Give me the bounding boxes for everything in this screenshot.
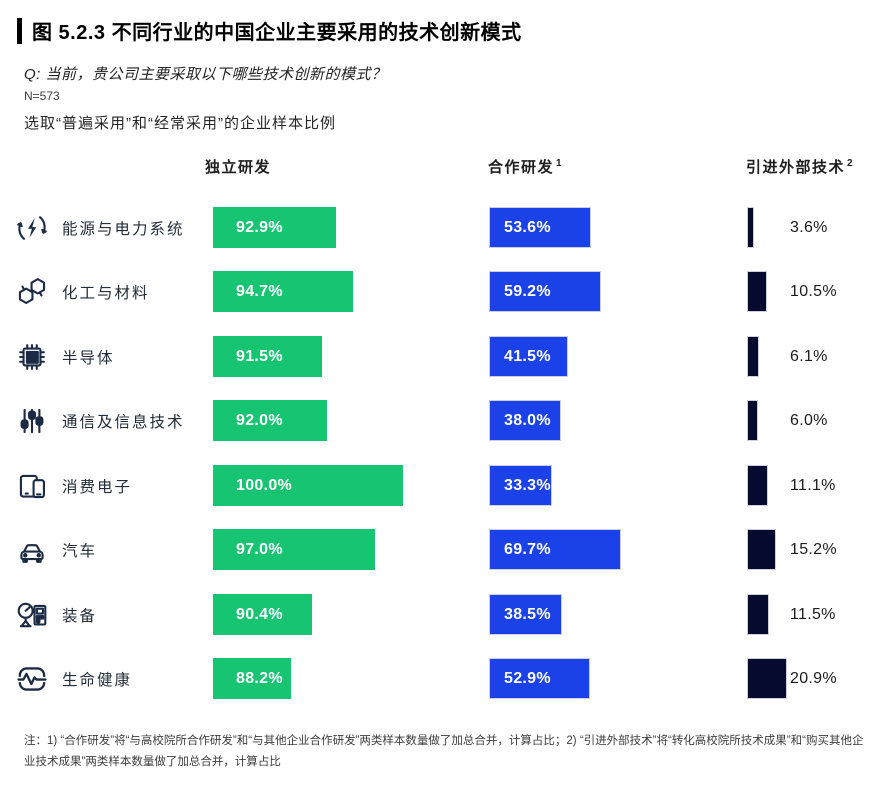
independent-rd-value: 92.9% <box>236 218 283 236</box>
external-tech-value: 11.1% <box>790 476 836 494</box>
chart-subtitle: 选取“普遍采用”和“经常采用”的企业样本比例 <box>24 115 336 132</box>
cooperative-rd-bar: 41.5% <box>489 336 568 377</box>
independent-rd-value: 90.4% <box>236 605 283 623</box>
category-label: 化工与材料 <box>62 284 150 302</box>
category-label: 消费电子 <box>62 478 133 496</box>
cooperative-rd-bar: 69.7% <box>489 529 621 570</box>
cooperative-rd-value: 59.2% <box>504 282 551 300</box>
external-tech-value: 6.0% <box>790 411 828 429</box>
cooperative-rd-value: 38.0% <box>504 411 551 429</box>
column-header-independent-rd: 独立研发 <box>205 156 273 177</box>
column-header-cooperative-rd: 合作研发 1 <box>488 156 562 177</box>
independent-rd-bar: 91.5% <box>213 336 322 377</box>
cooperative-rd-bar: 52.9% <box>489 658 590 699</box>
footnote-ref: 1 <box>556 158 562 169</box>
column-header-label: 独立研发 <box>205 159 272 176</box>
external-tech-bar <box>747 529 776 570</box>
external-tech-bar <box>747 207 754 248</box>
category-label: 通信及信息技术 <box>62 413 185 431</box>
cooperative-rd-value: 38.5% <box>504 605 551 623</box>
energy-cycle-bolt-icon <box>13 209 51 247</box>
semiconductor-chip-icon <box>13 338 51 376</box>
column-header-label: 引进外部技术 <box>746 159 846 176</box>
independent-rd-bar: 94.7% <box>213 271 353 312</box>
tablet-phone-icon <box>13 467 51 505</box>
independent-rd-bar: 100.0% <box>213 465 403 506</box>
category-label: 汽车 <box>62 542 98 560</box>
independent-rd-bar: 90.4% <box>213 594 312 635</box>
category-label: 装备 <box>62 607 98 625</box>
independent-rd-bar: 97.0% <box>213 529 375 570</box>
category-label: 能源与电力系统 <box>62 220 185 238</box>
independent-rd-bar: 92.0% <box>213 400 327 441</box>
survey-question: Q: 当前，贵公司主要采取以下哪些技术创新的模式？ <box>24 66 387 83</box>
cooperative-rd-bar: 38.0% <box>489 400 561 441</box>
external-tech-bar <box>747 658 787 699</box>
external-tech-bar <box>747 271 767 312</box>
cooperative-rd-bar: 59.2% <box>489 271 601 312</box>
independent-rd-value: 94.7% <box>236 282 283 300</box>
independent-rd-value: 97.0% <box>236 540 283 558</box>
cooperative-rd-value: 69.7% <box>504 540 551 558</box>
footnote: 注：1) “合作研发”将“与高校院所合作研发”和“与其他企业合作研发”两类样本数… <box>24 735 864 769</box>
independent-rd-value: 88.2% <box>236 669 283 687</box>
figure-title: 图 5.2.3 不同行业的中国企业主要采用的技术创新模式 <box>32 22 522 44</box>
independent-rd-value: 91.5% <box>236 347 283 365</box>
equalizer-sliders-icon <box>13 402 51 440</box>
external-tech-value: 6.1% <box>790 347 828 365</box>
external-tech-bar <box>747 336 759 377</box>
sample-size: N=573 <box>24 89 60 103</box>
title-marker-bar <box>17 17 22 44</box>
cooperative-rd-bar: 33.3% <box>489 465 552 506</box>
industrial-machine-icon <box>13 596 51 634</box>
external-tech-value: 15.2% <box>790 540 837 558</box>
cooperative-rd-value: 53.6% <box>504 218 551 236</box>
column-header-external-tech: 引进外部技术 2 <box>746 156 853 177</box>
independent-rd-bar: 88.2% <box>213 658 291 699</box>
heartbeat-monitor-icon <box>13 660 51 698</box>
external-tech-bar <box>747 465 768 506</box>
external-tech-value: 20.9% <box>790 669 837 687</box>
category-label: 生命健康 <box>62 671 133 689</box>
column-header-label: 合作研发 <box>488 159 555 176</box>
cooperative-rd-value: 52.9% <box>504 669 551 687</box>
independent-rd-bar: 92.9% <box>213 207 336 248</box>
external-tech-value: 11.5% <box>790 605 836 623</box>
molecule-hexagons-icon <box>13 273 51 311</box>
external-tech-value: 10.5% <box>790 282 837 300</box>
cooperative-rd-bar: 38.5% <box>489 594 562 635</box>
independent-rd-value: 100.0% <box>236 476 293 494</box>
external-tech-bar <box>747 594 769 635</box>
cooperative-rd-value: 33.3% <box>504 476 551 494</box>
external-tech-bar <box>747 400 758 441</box>
independent-rd-value: 92.0% <box>236 411 283 429</box>
external-tech-value: 3.6% <box>790 218 828 236</box>
cooperative-rd-value: 41.5% <box>504 347 551 365</box>
footnote-ref: 2 <box>847 158 853 169</box>
category-label: 半导体 <box>62 349 115 367</box>
car-icon <box>13 531 51 569</box>
cooperative-rd-bar: 53.6% <box>489 207 591 248</box>
figure-title-block: 图 5.2.3 不同行业的中国企业主要采用的技术创新模式 <box>17 16 522 45</box>
